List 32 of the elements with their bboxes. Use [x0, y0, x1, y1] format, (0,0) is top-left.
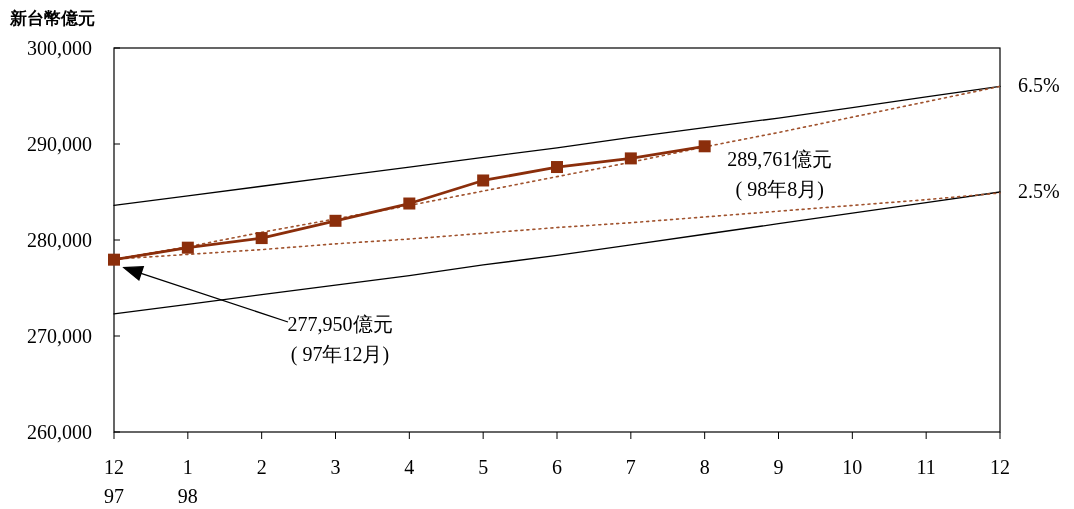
x-tick-label: 1 98	[177, 456, 198, 507]
x-tick-label: 7	[625, 456, 636, 478]
series-label: 2.5%	[1018, 180, 1060, 202]
point	[477, 174, 490, 187]
x-tick-label: 4	[404, 456, 415, 478]
x-tick-label: 11	[916, 456, 936, 478]
x-tick-label: 6	[552, 456, 562, 478]
x-tick-label: 5	[478, 456, 489, 478]
x-tick-label: 9	[773, 456, 784, 478]
point	[108, 253, 120, 266]
x-tick-label: 10	[842, 456, 863, 478]
x-tick-label: 2	[256, 456, 267, 478]
point	[181, 241, 194, 254]
x-tick-label: 3	[330, 456, 341, 478]
point	[551, 161, 563, 174]
point	[329, 214, 342, 227]
point	[403, 197, 416, 210]
x-tick-label: 8	[699, 456, 710, 478]
annotation: 289,761億元 ( 98年8月)	[727, 147, 833, 203]
point	[698, 140, 711, 153]
y-tick-label: 260,000	[27, 421, 92, 443]
y-tick-label: 280,000	[27, 229, 92, 251]
annotation: 277,950億元 ( 97年12月)	[287, 312, 393, 368]
point	[255, 232, 268, 245]
y-tick-label: 270,000	[27, 325, 92, 347]
y-axis-title: 新台幣億元	[9, 8, 95, 28]
y-tick-label: 290,000	[27, 133, 92, 155]
point	[624, 152, 637, 165]
x-tick-label: 12	[990, 456, 1010, 478]
series-label: 6.5%	[1018, 74, 1060, 97]
x-tick-label: 12 97	[104, 456, 124, 507]
y-tick-label: 300,000	[27, 37, 92, 59]
